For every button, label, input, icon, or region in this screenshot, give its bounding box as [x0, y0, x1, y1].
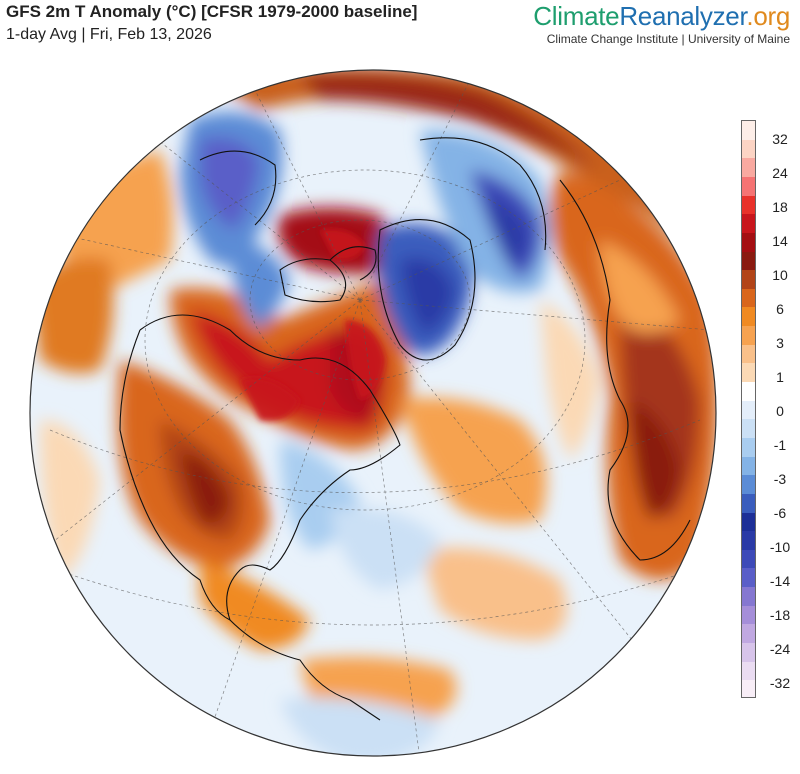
colorbar — [741, 120, 756, 698]
colorbar-segment — [742, 512, 755, 532]
colorbar-tick-label: -18 — [769, 607, 791, 623]
logo-part-reanalyzer: Reanalyzer — [619, 1, 747, 31]
colorbar-segment — [742, 307, 755, 327]
colorbar-segment — [742, 270, 755, 290]
brand-logo[interactable]: ClimateReanalyzer.org — [533, 0, 790, 32]
colorbar-tick-label: -24 — [769, 641, 791, 657]
colorbar-segment — [742, 214, 755, 234]
colorbar-segment — [742, 121, 755, 141]
colorbar-tick-label: 24 — [772, 165, 788, 181]
colorbar-segment — [742, 493, 755, 514]
colorbar-tick-label: 18 — [772, 199, 788, 215]
colorbar-tick-label: 14 — [772, 233, 788, 249]
colorbar-segment — [742, 549, 755, 569]
colorbar-segment — [742, 139, 755, 159]
colorbar-segment — [742, 605, 755, 625]
colorbar-segment — [742, 587, 755, 607]
colorbar-segment — [742, 288, 755, 308]
colorbar-segment — [742, 382, 755, 402]
logo-part-org: .org — [746, 1, 790, 31]
colorbar-tick-label: 3 — [776, 335, 784, 351]
colorbar-segment — [742, 344, 755, 364]
colorbar-segment — [742, 363, 755, 383]
colorbar-tick-label: 0 — [776, 403, 784, 419]
colorbar-segment — [742, 437, 755, 458]
colorbar-segment — [742, 232, 755, 252]
colorbar-segment — [742, 158, 755, 178]
colorbar-tick-label: -14 — [769, 573, 791, 589]
colorbar-segment — [742, 251, 755, 271]
colorbar-segment — [742, 456, 755, 476]
logo-part-climate: Climate — [533, 1, 620, 31]
colorbar-segment — [742, 326, 755, 346]
colorbar-segment — [742, 475, 755, 495]
colorbar-segment — [742, 568, 755, 588]
colorbar-tick-label: 1 — [776, 369, 784, 385]
colorbar-tick-label: -1 — [773, 437, 787, 453]
colorbar-segment — [742, 624, 755, 644]
colorbar-segment — [742, 531, 755, 551]
colorbar-tick-label: 6 — [776, 301, 784, 317]
climate-reanalyzer-brand[interactable]: ClimateReanalyzer.org Climate Change Ins… — [533, 0, 790, 46]
colorbar-tick-label: -10 — [769, 539, 791, 555]
colorbar-segment — [742, 419, 755, 439]
colorbar-segment — [742, 680, 755, 697]
colorbar-segment — [742, 661, 755, 681]
colorbar-tick-label: 10 — [772, 267, 788, 283]
colorbar-tick-label: -6 — [773, 505, 787, 521]
colorbar-segment — [742, 400, 755, 420]
colorbar-segment — [742, 643, 755, 663]
colorbar-tick-label: -3 — [773, 471, 787, 487]
colorbar-tick-label: -32 — [769, 675, 791, 691]
colorbar-tick-label: 32 — [772, 131, 788, 147]
colorbar-segment — [742, 176, 755, 197]
colorbar-segment — [742, 195, 755, 215]
map-title: GFS 2m T Anomaly (°C) [CFSR 1979-2000 ba… — [6, 2, 418, 21]
globe-outline — [29, 69, 717, 757]
map-subtitle: 1-day Avg | Fri, Feb 13, 2026 — [6, 26, 212, 43]
institution-text: Climate Change Institute | University of… — [546, 32, 790, 46]
